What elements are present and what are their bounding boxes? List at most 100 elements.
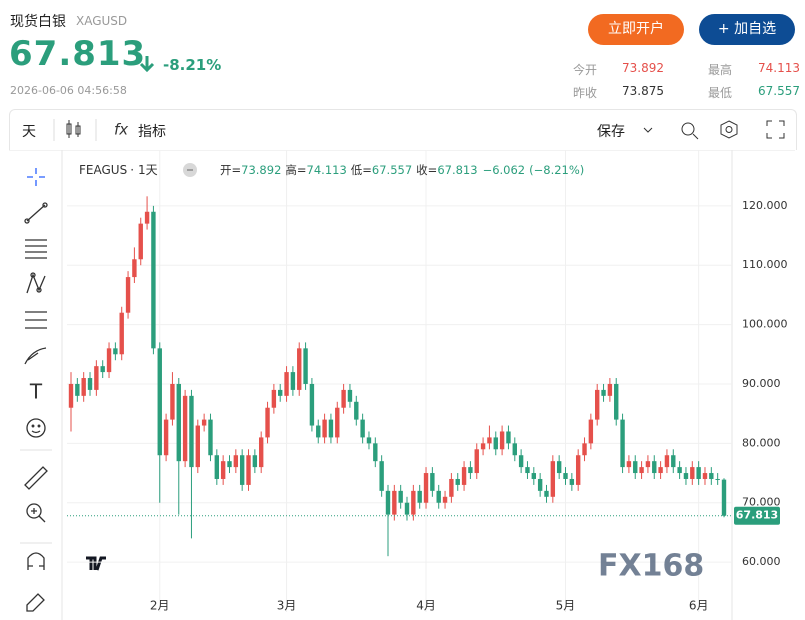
x-tick-label: 2月	[150, 599, 170, 613]
candle-body	[347, 389, 353, 402]
candle-body	[582, 443, 587, 456]
candle-body	[297, 348, 302, 390]
candle-body	[68, 383, 74, 408]
candle-body	[373, 443, 378, 462]
y-tick-label: 60.000	[742, 555, 781, 568]
legend-label: 收=	[416, 163, 437, 177]
legend-change-pct: (−8.21%)	[529, 163, 584, 177]
candle-body	[100, 366, 105, 373]
candle-body	[423, 473, 429, 503]
candle-body	[404, 502, 410, 515]
legend-dot: ·	[130, 163, 134, 177]
candle-body	[645, 461, 651, 468]
candle-body	[575, 455, 581, 485]
grid	[67, 150, 732, 612]
candle-body	[328, 419, 334, 438]
candle-body	[258, 437, 264, 468]
stat-value: 73.892	[622, 61, 664, 75]
candle-body	[239, 455, 245, 485]
candle-body	[189, 395, 194, 468]
candle-body	[683, 473, 689, 479]
indicators-button[interactable]: 指标	[138, 124, 166, 140]
candle-body	[227, 461, 232, 468]
instrument-name: 现货白银	[10, 14, 66, 30]
legend-label: 开=	[220, 163, 241, 177]
open-account-button[interactable]: 立即开户	[588, 14, 684, 45]
candle-body	[125, 277, 131, 313]
candle-body	[284, 372, 289, 396]
candle-body	[398, 490, 403, 503]
down-arrow	[139, 56, 155, 73]
candle-body	[132, 259, 137, 278]
stat-label: 昨收	[573, 86, 598, 100]
candle-body	[506, 431, 511, 444]
candle-body	[75, 383, 80, 396]
legend: FEAGUS · 1天	[79, 163, 158, 177]
candle-body	[392, 490, 397, 515]
legend-change: −6.062	[483, 163, 526, 177]
candle-body	[87, 378, 93, 390]
save-button[interactable]: 保存	[597, 124, 625, 140]
legend-interval: 1天	[138, 163, 158, 177]
interval-button[interactable]: 天	[22, 124, 36, 140]
candle-body	[620, 419, 625, 468]
candle-body	[144, 211, 150, 224]
chart: T 60.000 70.000 80.000 90.000 100.000 110.000…	[9, 150, 795, 620]
candle-body	[563, 473, 568, 479]
candle-body	[182, 395, 188, 462]
candle-body	[341, 389, 346, 408]
candle-body	[163, 419, 169, 456]
add-watchlist-button[interactable]: + 加自选	[699, 14, 795, 45]
candle-body	[544, 490, 549, 497]
legend-label: 低=	[351, 163, 372, 177]
candle-body	[468, 467, 473, 474]
candle-body	[601, 389, 606, 396]
y-tick-label: 100.000	[742, 318, 788, 331]
x-tick-label: 4月	[416, 599, 436, 613]
candle-body	[106, 348, 112, 373]
candle-body	[461, 467, 467, 485]
stat-value: 67.557	[758, 84, 800, 98]
candle-body	[385, 490, 391, 515]
candle-body	[417, 490, 422, 503]
candle-body	[658, 467, 663, 474]
candle-body	[550, 461, 556, 497]
candle-body	[366, 437, 372, 444]
candle-body	[677, 467, 682, 474]
tradingview-mark	[86, 556, 106, 571]
x-tick-label: 6月	[689, 599, 709, 613]
candle-body	[201, 419, 207, 426]
candle-body	[499, 431, 505, 450]
candle-body	[487, 437, 492, 444]
candle-body	[671, 455, 676, 468]
candle-body	[214, 455, 220, 479]
candle-body	[633, 461, 638, 474]
legend-label: 高=	[285, 163, 306, 177]
legend-value: 73.892	[241, 163, 281, 177]
candle-body	[170, 383, 175, 420]
candle-body	[696, 467, 701, 479]
candle-body	[518, 455, 524, 468]
change: -8.21%	[163, 56, 222, 74]
legend-value: 67.813	[437, 163, 477, 177]
candle-body	[715, 478, 720, 480]
candle-body	[208, 419, 213, 456]
candle-body	[113, 348, 118, 355]
stat-label: 今开	[573, 63, 598, 77]
candle-icon[interactable]	[66, 120, 81, 138]
stat-value: 74.113	[758, 61, 800, 75]
candle-body	[335, 407, 340, 438]
x-tick-label: 3月	[277, 599, 297, 613]
candle-body	[474, 449, 479, 474]
candle-body	[709, 473, 714, 479]
legend-values: 开=73.892 高=74.113 低=67.557 收=67.813 −6.062 (−…	[220, 163, 584, 177]
y-tick-label: 110.000	[742, 258, 788, 271]
candle-body	[595, 389, 600, 420]
candle-body	[442, 496, 448, 503]
candle-body	[480, 443, 486, 450]
candle-body	[265, 407, 270, 438]
candle-body	[652, 461, 657, 474]
candle-body	[531, 473, 537, 479]
fx-icon[interactable]: fx	[114, 121, 128, 139]
